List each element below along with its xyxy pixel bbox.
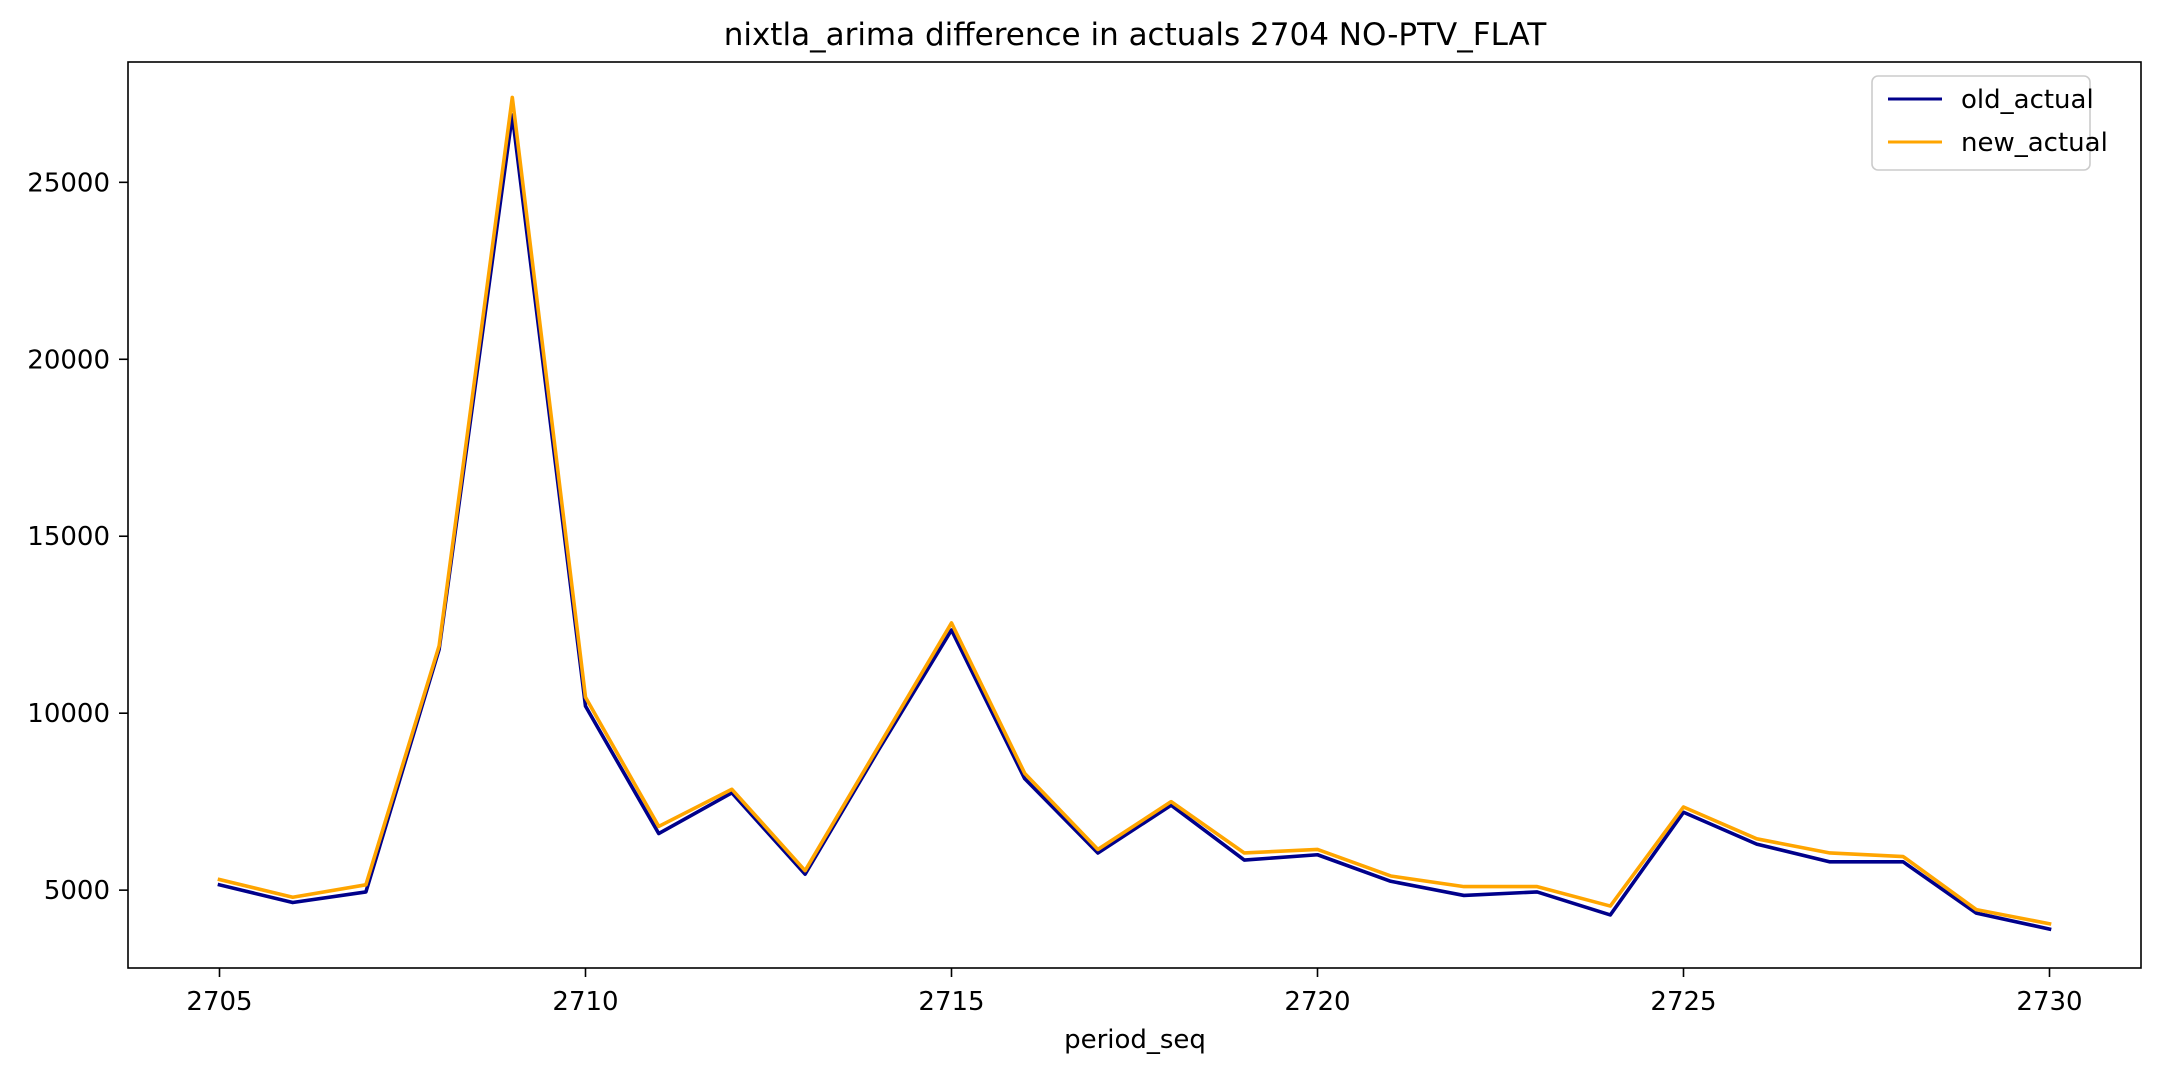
y-tick-label: 5000 [44, 876, 110, 906]
x-axis-label: period_seq [1064, 1025, 1206, 1055]
x-tick-label: 2725 [1650, 987, 1716, 1017]
x-tick-label: 2710 [552, 987, 618, 1017]
x-tick-label: 2715 [918, 987, 984, 1017]
chart-title: nixtla_arima difference in actuals 2704 … [724, 17, 1548, 53]
x-tick-label: 2730 [2016, 987, 2082, 1017]
y-tick-label: 15000 [27, 522, 110, 552]
x-tick-label: 2705 [186, 987, 252, 1017]
legend: old_actual new_actual [1871, 75, 2108, 171]
y-tick-label: 10000 [27, 699, 110, 729]
series-line-old-actual [217, 113, 2052, 932]
x-axis-ticks: 2705 2710 2715 2720 2725 2730 [186, 968, 2083, 1017]
legend-label-old-actual: old_actual [1961, 85, 2094, 115]
x-tick-label: 2720 [1284, 987, 1350, 1017]
y-tick-label: 25000 [27, 168, 110, 198]
series-layer [217, 95, 2052, 932]
legend-label-new-actual: new_actual [1961, 128, 2108, 158]
y-axis-ticks: 5000 10000 15000 20000 25000 [27, 168, 128, 906]
plot-frame [127, 61, 2142, 969]
y-tick-label: 20000 [27, 345, 110, 375]
series-line-new-actual [217, 95, 2052, 926]
